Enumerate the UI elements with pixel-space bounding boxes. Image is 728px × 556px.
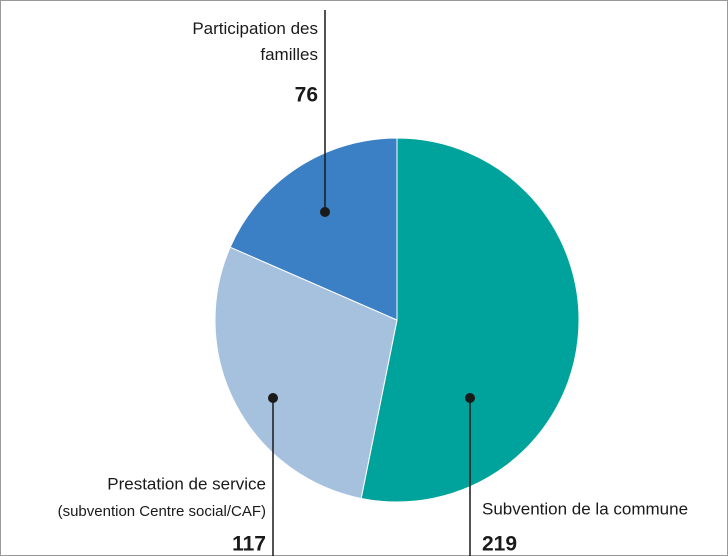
- leader-dot: [268, 393, 278, 403]
- slice-note: (subvention Centre social/CAF): [58, 503, 266, 520]
- value-label: 76: [295, 84, 318, 107]
- slice-label: Participation des familles: [192, 19, 318, 64]
- pie-slice: [360, 137, 580, 503]
- leader-dot: [320, 207, 330, 217]
- value-label: 219: [482, 533, 517, 556]
- slice-label: Subvention de la commune: [482, 499, 688, 518]
- leader-dot: [465, 393, 475, 403]
- pie-slice: [229, 137, 398, 321]
- pie-slice: [214, 246, 398, 500]
- value-label: 117: [232, 533, 266, 556]
- slice-label: Prestation de service: [107, 474, 266, 493]
